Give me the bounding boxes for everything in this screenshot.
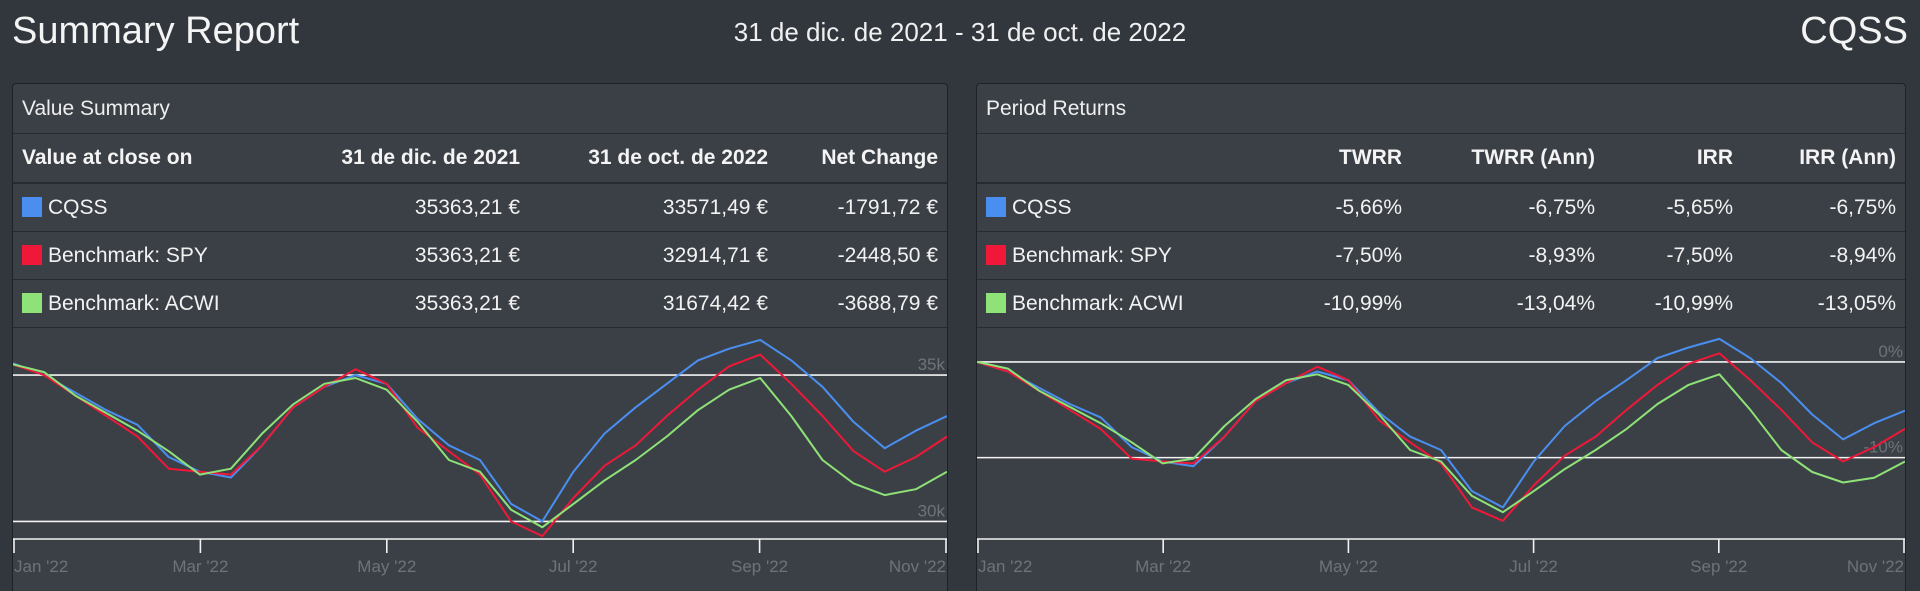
table-cell: -7,50%	[1604, 231, 1742, 280]
x-tick-label: Jan '22	[14, 557, 68, 576]
table-cell: -5,66%	[1243, 183, 1411, 232]
report-title: Summary Report	[12, 10, 300, 52]
table-cell: -8,93%	[1411, 231, 1604, 280]
value-summary-table: Value at close on 31 de dic. de 2021 31 …	[13, 134, 947, 328]
series-line-benchmark-acwi	[977, 360, 1905, 514]
series-line-benchmark-acwi	[13, 363, 947, 529]
series-name-cell: Benchmark: ACWI	[13, 279, 261, 328]
table-row: Benchmark: SPY -7,50% -8,93% -7,50% -8,9…	[977, 231, 1905, 280]
table-row: Benchmark: ACWI -10,99% -13,04% -10,99% …	[977, 279, 1905, 328]
table-cell: -13,05%	[1742, 279, 1905, 328]
x-tick-label: Nov '22	[889, 557, 946, 576]
series-line-cqss	[977, 337, 1905, 509]
date-range: 31 de dic. de 2021 - 31 de oct. de 2022	[733, 17, 1187, 47]
x-tick-label: Mar '22	[1135, 557, 1191, 576]
column-header: IRR (Ann)	[1742, 134, 1905, 184]
series-name-cell: Benchmark: SPY	[13, 231, 261, 280]
table-row: CQSS -5,66% -6,75% -5,65% -6,75%	[977, 183, 1905, 232]
table-cell: 35363,21 €	[261, 279, 529, 328]
table-cell: -2448,50 €	[777, 231, 947, 280]
panel-title: Value Summary	[13, 84, 947, 134]
x-tick-label: Jul '22	[549, 557, 598, 576]
table-cell: -7,50%	[1243, 231, 1411, 280]
period-returns-panel: Period Returns TWRR TWRR (Ann) IRR IRR (…	[976, 83, 1906, 591]
table-cell: -13,04%	[1411, 279, 1604, 328]
table-row: Benchmark: SPY 35363,21 € 32914,71 € -24…	[13, 231, 947, 280]
value-line-chart: 35k 30k Jan '22 Mar '22 May '22 Jul '22 Sep '2…	[13, 338, 947, 576]
table-cell: -8,94%	[1742, 231, 1905, 280]
x-tick-label: Nov '22	[1847, 557, 1904, 576]
series-color-swatch	[22, 292, 42, 313]
series-name-cell: CQSS	[977, 183, 1243, 232]
series-name-cell: Benchmark: ACWI	[977, 279, 1243, 328]
column-header: IRR	[1604, 134, 1742, 184]
panel-title: Period Returns	[977, 84, 1905, 134]
series-color-swatch	[22, 196, 42, 217]
table-row: CQSS 35363,21 € 33571,49 € -1791,72 €	[13, 183, 947, 232]
column-header	[977, 134, 1243, 184]
series-line-benchmark-spy	[13, 353, 947, 538]
series-line-cqss	[13, 338, 947, 523]
series-name: Benchmark: SPY	[48, 243, 208, 267]
table-header-row: TWRR TWRR (Ann) IRR IRR (Ann)	[977, 134, 1905, 184]
x-tick-label: May '22	[1319, 557, 1378, 576]
table-cell: -6,75%	[1411, 183, 1604, 232]
y-tick-label: -10%	[1863, 438, 1903, 457]
column-header: Value at close on	[13, 134, 261, 184]
series-name: Benchmark: SPY	[1012, 243, 1172, 267]
x-tick-label: Sep '22	[1690, 557, 1747, 576]
returns-line-chart: 0% -10% Jan '22 Mar '22 May '22 Jul '22 Sep '2…	[977, 337, 1905, 576]
series-name: Benchmark: ACWI	[1012, 291, 1184, 315]
x-tick-label: Sep '22	[731, 557, 788, 576]
column-header: 31 de oct. de 2022	[529, 134, 777, 184]
series-name: CQSS	[1012, 195, 1072, 219]
report-header: Summary Report 31 de dic. de 2021 - 31 d…	[0, 0, 1920, 66]
series-color-swatch	[986, 292, 1006, 313]
table-cell: -5,65%	[1604, 183, 1742, 232]
x-tick-label: Mar '22	[172, 557, 228, 576]
returns-chart-container: 0% -10% Jan '22 Mar '22 May '22 Jul '22 Sep '2…	[977, 329, 1905, 591]
series-color-swatch	[986, 244, 1006, 265]
value-summary-panel: Value Summary Value at close on 31 de di…	[12, 83, 948, 591]
period-returns-table: TWRR TWRR (Ann) IRR IRR (Ann) CQSS -5,66…	[977, 134, 1905, 328]
series-name: Benchmark: ACWI	[48, 291, 220, 315]
account-name: CQSS	[1800, 10, 1908, 52]
table-cell: -10,99%	[1243, 279, 1411, 328]
table-header-row: Value at close on 31 de dic. de 2021 31 …	[13, 134, 947, 184]
table-cell: 35363,21 €	[261, 231, 529, 280]
y-tick-label: 0%	[1878, 342, 1903, 361]
table-cell: 32914,71 €	[529, 231, 777, 280]
column-header: Net Change	[777, 134, 947, 184]
table-cell: -1791,72 €	[777, 183, 947, 232]
series-name-cell: CQSS	[13, 183, 261, 232]
table-cell: -3688,79 €	[777, 279, 947, 328]
series-color-swatch	[986, 196, 1006, 217]
series-name-cell: Benchmark: SPY	[977, 231, 1243, 280]
series-color-swatch	[22, 244, 42, 265]
table-cell: -6,75%	[1742, 183, 1905, 232]
y-tick-label: 35k	[918, 355, 946, 374]
table-row: Benchmark: ACWI 35363,21 € 31674,42 € -3…	[13, 279, 947, 328]
x-tick-label: Jan '22	[978, 557, 1032, 576]
column-header: 31 de dic. de 2021	[261, 134, 529, 184]
column-header: TWRR	[1243, 134, 1411, 184]
x-tick-label: May '22	[357, 557, 416, 576]
table-cell: -10,99%	[1604, 279, 1742, 328]
series-name: CQSS	[48, 195, 108, 219]
table-cell: 31674,42 €	[529, 279, 777, 328]
x-tick-label: Jul '22	[1509, 557, 1558, 576]
table-cell: 35363,21 €	[261, 183, 529, 232]
column-header: TWRR (Ann)	[1411, 134, 1604, 184]
value-chart-container: 35k 30k Jan '22 Mar '22 May '22 Jul '22 Sep '2…	[13, 329, 947, 591]
series-line-benchmark-spy	[977, 352, 1905, 522]
table-cell: 33571,49 €	[529, 183, 777, 232]
y-tick-label: 30k	[918, 501, 946, 520]
